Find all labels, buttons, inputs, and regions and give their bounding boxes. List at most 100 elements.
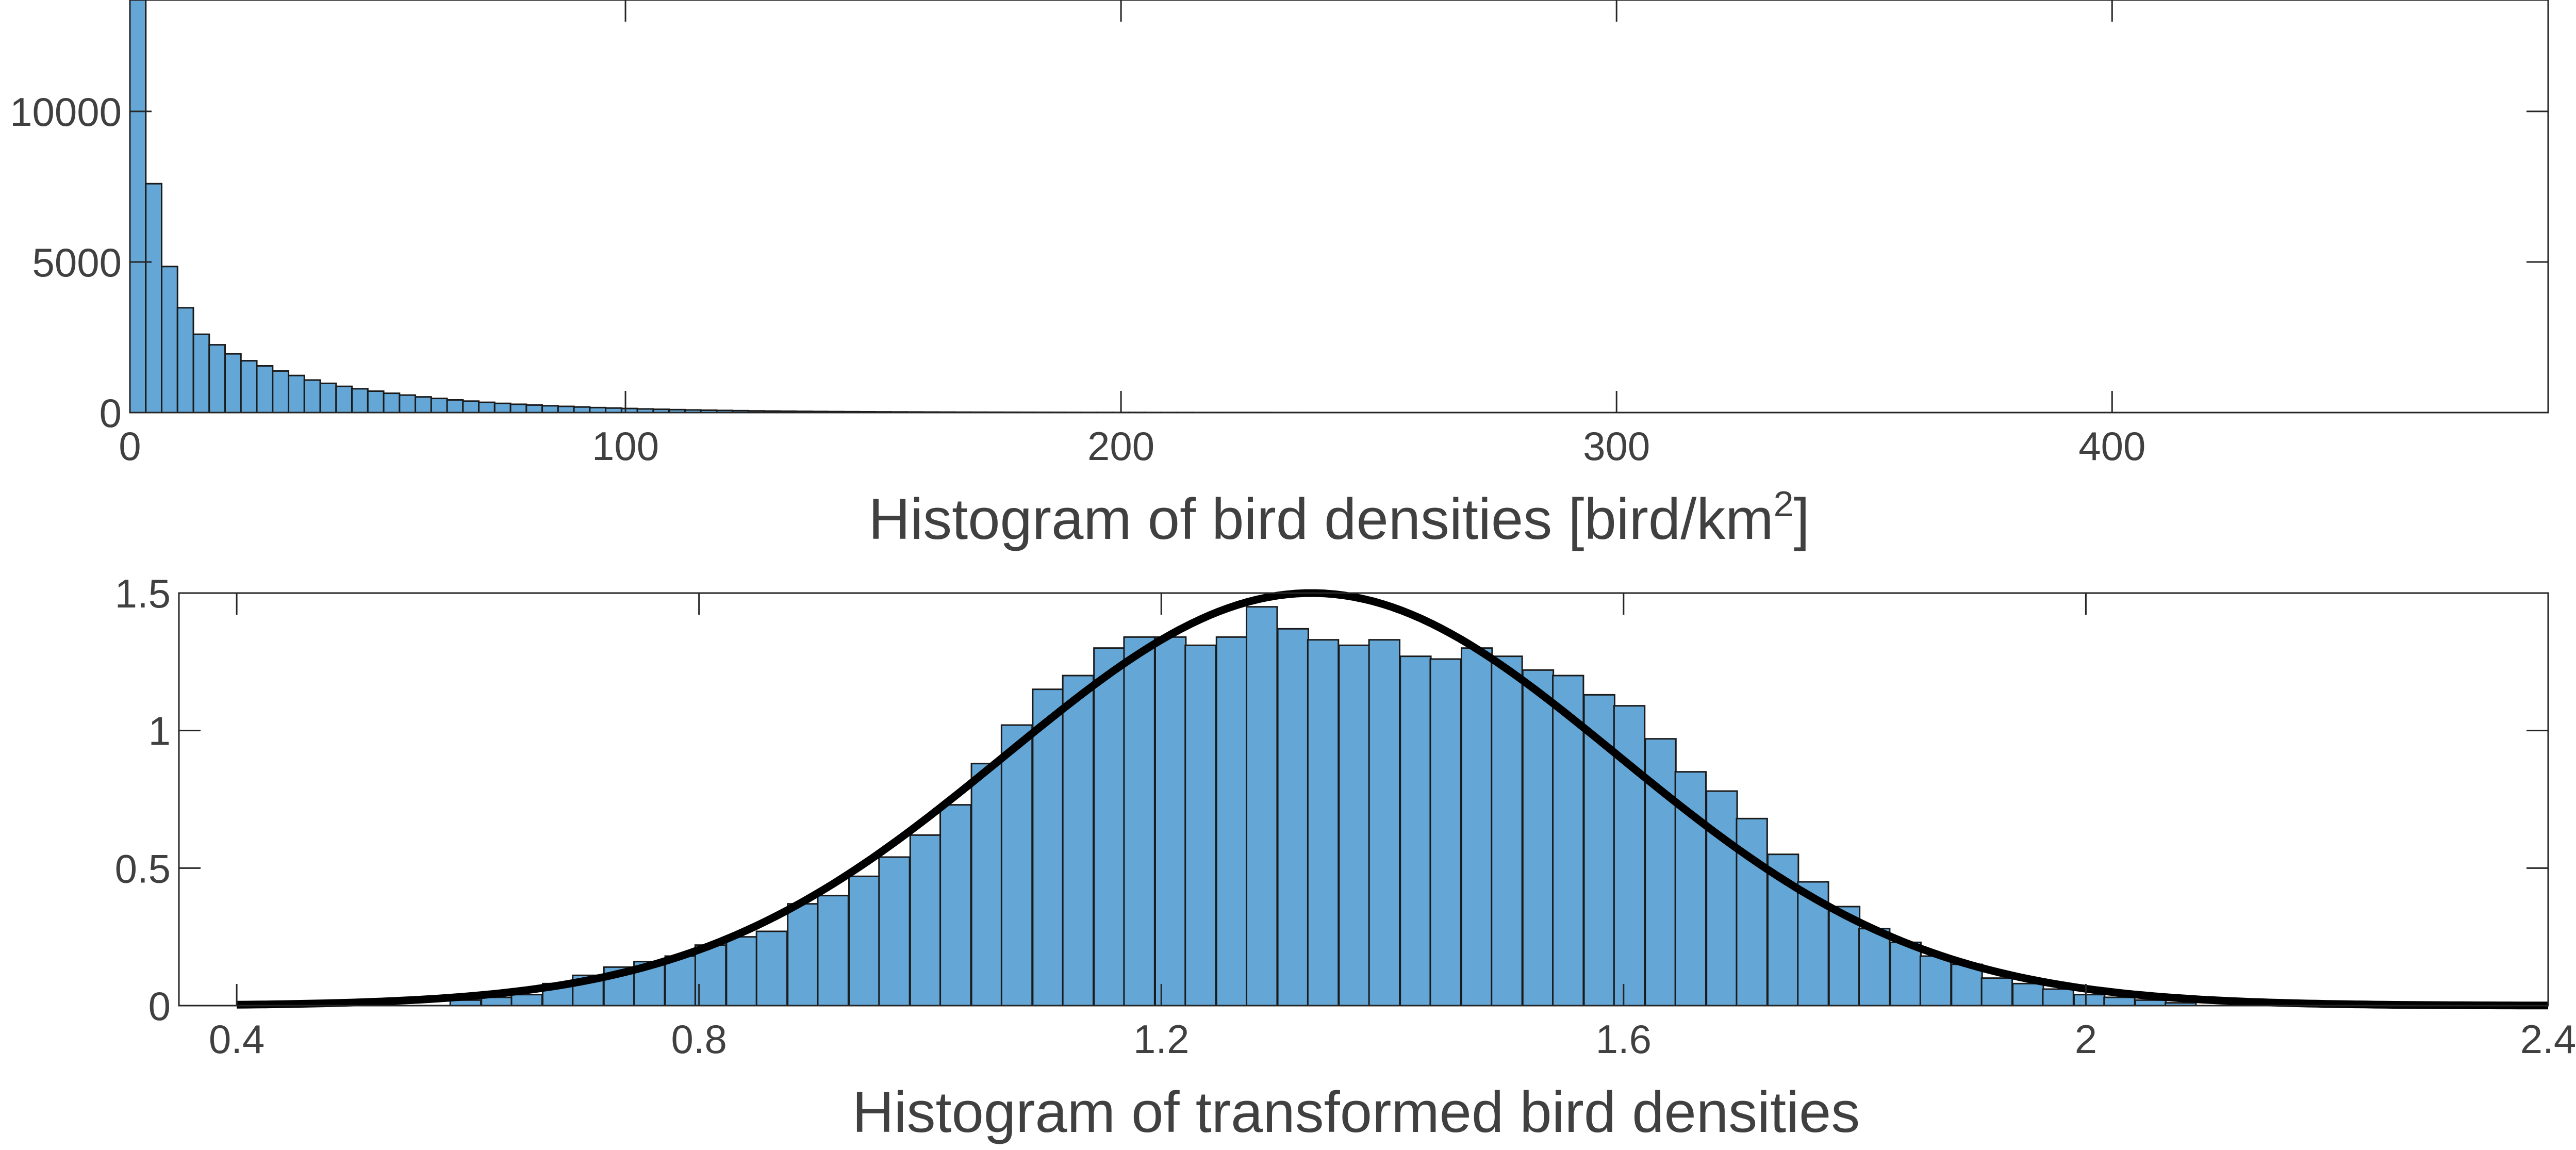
- transformed-density-bar: [909, 834, 942, 1007]
- y-tick-label: 1: [148, 709, 171, 754]
- density-bar: [256, 365, 274, 414]
- transformed-density-bar: [1858, 928, 1891, 1007]
- transformed-density-bar: [1889, 941, 1922, 1007]
- transformed-density-bar: [1154, 636, 1187, 1007]
- transformed-density-bar: [1032, 688, 1064, 1007]
- transformed-density-bar: [1338, 644, 1370, 1007]
- x-tick-label: 300: [1583, 423, 1650, 469]
- transformed-density-bar: [1062, 675, 1095, 1007]
- transformed-density-bar: [2012, 982, 2044, 1007]
- transformed-density-histogram-chart: 0.4 0.8 1.2 1.6 2 2.4 0 0.5 1 1.5 Histogram of tr…: [115, 571, 2576, 1144]
- transformed-density-bar: [1399, 655, 1432, 1007]
- density-bar: [303, 379, 321, 414]
- density-bar: [224, 353, 242, 414]
- density-bar: [161, 266, 178, 414]
- density-bar: [446, 399, 464, 414]
- transformed-density-bar: [1246, 606, 1278, 1007]
- density-bar: [573, 406, 591, 414]
- density-histogram-chart: 0 100 200 300 400 0 5000 10000 Histogram of bir…: [10, 0, 2549, 551]
- transformed-density-bar: [878, 856, 911, 1007]
- transformed-density-bar: [1184, 644, 1217, 1007]
- x-tick-label: 400: [2078, 423, 2145, 469]
- transformed-density-bar: [848, 875, 881, 1007]
- density-bar: [399, 394, 417, 414]
- density-bar: [208, 344, 226, 414]
- x-tick-label: 1.2: [1133, 1016, 1189, 1062]
- y-tick-label: 5000: [32, 240, 122, 285]
- density-bar: [430, 398, 448, 414]
- transformed-density-bar: [1429, 658, 1462, 1007]
- transformed-density-bar: [1277, 628, 1309, 1007]
- transformed-density-bars: [449, 606, 2197, 1007]
- density-bar: [145, 183, 163, 414]
- x-tick-label: 1.6: [1596, 1016, 1652, 1062]
- transformed-density-bar: [1980, 977, 2013, 1007]
- transformed-density-bar: [1215, 636, 1248, 1007]
- density-bar: [367, 390, 385, 414]
- transformed-density-ticks: 0.4 0.8 1.2 1.6 2 2.4 0 0.5 1 1.5: [115, 571, 2576, 1062]
- density-x-axis-title: Histogram of bird densities [bird/km2]: [868, 484, 1809, 551]
- density-bar: [129, 0, 147, 414]
- x-tick-label: 2: [2075, 1016, 2097, 1062]
- transformed-density-axes-box: [178, 592, 2549, 1007]
- x-tick-label: 0.8: [671, 1016, 726, 1062]
- transformed-density-bar: [694, 944, 727, 1007]
- density-bar: [288, 374, 305, 414]
- transformed-density-bar: [2103, 996, 2136, 1007]
- density-bar: [557, 405, 575, 414]
- transformed-density-bar: [1460, 647, 1493, 1007]
- transformed-density-bar: [1613, 705, 1646, 1007]
- transformed-density-bar: [2134, 999, 2167, 1007]
- x-tick-label: 0: [119, 423, 141, 469]
- y-tick-label: 0: [148, 983, 171, 1029]
- transformed-density-x-axis-title: Histogram of transformed bird densities: [852, 1080, 1860, 1144]
- density-bar: [462, 400, 480, 414]
- transformed-density-bar: [2073, 994, 2106, 1007]
- y-tick-label: 1.5: [115, 571, 171, 616]
- density-bar: [525, 404, 543, 414]
- density-bar: [335, 385, 353, 414]
- density-bar: [192, 333, 210, 414]
- transformed-density-bar: [1706, 790, 1738, 1007]
- transformed-density-bar: [1123, 636, 1155, 1007]
- y-tick-label: 0.5: [115, 846, 171, 891]
- transformed-density-bar: [481, 996, 513, 1007]
- transformed-density-bar: [1552, 675, 1584, 1007]
- transformed-density-bar: [1491, 655, 1523, 1007]
- transformed-density-bar: [1000, 724, 1033, 1007]
- x-tick-label: 0.4: [209, 1016, 265, 1062]
- density-bar: [478, 401, 496, 414]
- density-bar: [319, 382, 337, 414]
- transformed-density-bar: [787, 903, 819, 1007]
- y-tick-label: 0: [100, 390, 122, 436]
- density-bar: [541, 405, 559, 414]
- transformed-density-bar: [510, 994, 543, 1007]
- transformed-density-bar: [725, 936, 758, 1007]
- density-ticks: 0 100 200 300 400 0 5000 10000: [10, 0, 2548, 469]
- density-bar: [415, 396, 432, 414]
- density-bar: [176, 307, 194, 414]
- density-bar: [493, 402, 511, 414]
- transformed-density-bar: [1307, 639, 1340, 1007]
- transformed-density-bar: [1368, 639, 1401, 1007]
- transformed-density-bar: [1919, 955, 1952, 1007]
- density-bars: [129, 0, 1320, 414]
- x-tick-label: 2.4: [2520, 1016, 2576, 1062]
- transformed-density-bar: [817, 895, 849, 1007]
- density-bar: [509, 403, 527, 414]
- density-bar: [351, 388, 369, 414]
- transformed-density-bar: [939, 804, 972, 1007]
- density-axes-box: [129, 0, 2549, 414]
- y-tick-label: 10000: [10, 89, 122, 135]
- transformed-density-bar: [1522, 669, 1555, 1007]
- density-bar: [383, 392, 401, 414]
- density-bar: [272, 370, 290, 414]
- transformed-density-bar: [970, 763, 1003, 1007]
- x-tick-label: 200: [1087, 423, 1154, 469]
- transformed-density-bar: [1093, 647, 1126, 1007]
- x-tick-label: 100: [592, 423, 659, 469]
- normal-fit-curve: [237, 589, 2549, 1010]
- density-bar: [240, 360, 258, 414]
- transformed-density-bar: [2042, 988, 2074, 1007]
